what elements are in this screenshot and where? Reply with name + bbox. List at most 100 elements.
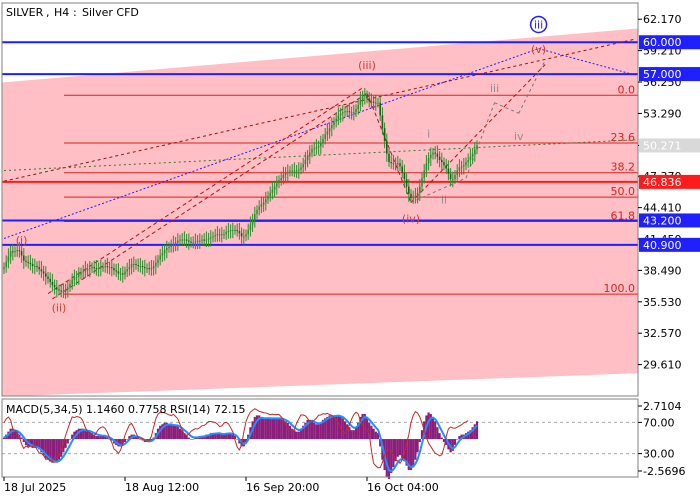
candle-body	[139, 266, 142, 268]
macd-hist-bar	[209, 433, 212, 440]
candle-body	[71, 279, 73, 285]
candle-body	[476, 145, 478, 150]
macd-hist-bar	[62, 439, 65, 453]
macd-hist-bar	[332, 415, 336, 440]
macd-hist-bar	[211, 433, 215, 440]
candle-body	[293, 170, 296, 172]
candle-body	[322, 138, 324, 144]
chart-title-colon: :	[73, 6, 77, 19]
candle-body	[447, 168, 450, 174]
macd-hist-bar	[139, 439, 142, 440]
candle-body	[410, 193, 412, 199]
candle-body	[364, 95, 366, 97]
candle-body	[355, 109, 357, 113]
macd-hist-bar	[13, 430, 17, 440]
macd-hist-bar	[372, 428, 375, 440]
channel-band	[2, 28, 638, 397]
candle-body	[249, 224, 252, 230]
macd-hist-bar	[297, 431, 300, 440]
macd-hist-bar	[387, 439, 391, 479]
candle-body	[73, 277, 76, 280]
macd-hist-bar	[90, 433, 94, 440]
macd-hist-bar	[280, 418, 283, 440]
macd-hist-bar	[317, 424, 320, 440]
candle-body	[12, 251, 14, 253]
macd-hist-bar	[354, 427, 358, 440]
candle-body	[16, 250, 18, 252]
candle-body	[467, 159, 469, 163]
macd-hist-bar	[346, 424, 349, 440]
macd-hist-bar	[187, 437, 190, 440]
macd-hist-bar	[150, 439, 153, 441]
macd-hist-bar	[284, 421, 287, 440]
time-tick-label: 18 Aug 12:00	[125, 481, 199, 494]
candle-body	[192, 242, 194, 244]
axis-highlight-marker	[639, 138, 700, 153]
macd-hist-bar	[2, 437, 6, 440]
macd-hist-bar	[183, 433, 186, 440]
macd-hist-bar	[214, 433, 217, 440]
main-price-panel[interactable]: 0.0 23.6 38.2 50.0 61.8 100.0 (i) (ii) (iii) (iv…	[1, 2, 639, 397]
candle-body	[392, 163, 395, 165]
candle-body	[399, 163, 401, 167]
macd-hist-bar	[475, 421, 479, 440]
candle-body	[14, 251, 16, 253]
macd-hist-bar	[9, 428, 12, 440]
macd-hist-bar	[442, 439, 446, 442]
wave-label: (v)	[531, 43, 546, 56]
candle-body	[368, 98, 370, 102]
macd-hist-bar	[445, 439, 448, 445]
candle-body	[113, 268, 115, 271]
chart-title-symbol: SILVER	[6, 6, 44, 19]
candle-body	[256, 209, 258, 215]
fibonacci-levels[interactable]: 0.0 23.6 38.2 50.0 61.8 100.0	[64, 83, 638, 295]
macd-hist-bar	[299, 428, 303, 440]
price-tick-label: 38.490	[643, 264, 682, 277]
wave-label: (iv)	[402, 213, 420, 226]
candle-body	[243, 236, 245, 238]
candle-body	[36, 266, 38, 268]
candle-body	[100, 267, 102, 269]
candle-body	[27, 261, 29, 263]
candle-body	[394, 163, 397, 165]
candle-body	[331, 124, 333, 129]
macd-hist-bar	[227, 433, 230, 440]
candle-body	[353, 112, 355, 114]
candle-body	[56, 287, 58, 290]
macd-hist-bar	[159, 425, 162, 440]
macd-hist-bar	[44, 439, 47, 459]
macd-hist-bar	[376, 433, 380, 440]
blue-levels[interactable]	[2, 41, 638, 246]
candle-body	[207, 238, 210, 240]
macd-hist-bar	[60, 439, 63, 457]
time-tick-label: 16 Oct 04:00	[367, 481, 439, 494]
macd-hist-bar	[434, 421, 437, 440]
candle-body	[135, 263, 137, 265]
macd-hist-bar	[238, 439, 241, 444]
macd-hist-bar	[414, 439, 417, 460]
candle-body	[172, 243, 175, 246]
candle-body	[181, 239, 183, 241]
candle-body	[240, 233, 243, 237]
macd-hist-bar	[467, 431, 470, 440]
candle-body	[452, 179, 454, 181]
macd-hist-bar	[31, 439, 34, 448]
candle-body	[463, 165, 465, 167]
macd-hist-bar	[170, 424, 173, 440]
candle-body	[390, 162, 392, 164]
macd-hist-bar	[225, 433, 228, 440]
macd-hist-bar	[330, 415, 333, 440]
candle-body	[311, 149, 313, 153]
macd-hist-bar	[46, 439, 50, 460]
candle-body	[260, 204, 263, 207]
subwave-projection	[410, 177, 467, 203]
candle-body	[258, 206, 260, 210]
candle-body	[342, 112, 344, 114]
indicator-panel[interactable]	[1, 398, 639, 479]
candle-body	[254, 214, 256, 220]
macd-hist-bar	[282, 419, 285, 440]
macd-hist-bar	[49, 439, 52, 462]
macd-hist-bar	[392, 439, 395, 468]
candle-body	[177, 240, 179, 243]
macd-hist-bar	[365, 418, 369, 440]
